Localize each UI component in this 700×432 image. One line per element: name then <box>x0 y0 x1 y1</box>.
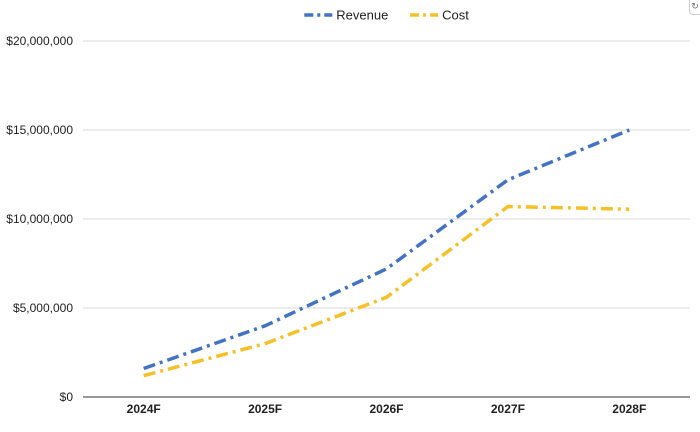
y-tick-label: $10,000,000 <box>6 212 73 226</box>
x-tick-label: 2028F <box>612 402 646 416</box>
series-line-revenue[interactable] <box>144 130 630 369</box>
legend-label: Cost <box>442 8 469 23</box>
x-axis-ticks: 2024F 2025F 2026F 2027F 2028F <box>127 402 647 416</box>
x-tick-label: 2024F <box>127 402 161 416</box>
series-line-cost[interactable] <box>144 207 630 376</box>
grid-layer <box>83 41 690 397</box>
y-tick-label: $15,000,000 <box>6 123 73 137</box>
legend-label: Revenue <box>336 8 388 23</box>
x-tick-label: 2025F <box>248 402 282 416</box>
legend-item-revenue[interactable]: Revenue <box>304 8 388 23</box>
legend[interactable]: Revenue Cost <box>304 8 469 23</box>
y-tick-label: $0 <box>60 390 74 404</box>
legend-item-cost[interactable]: Cost <box>410 8 469 23</box>
refresh-icon[interactable]: ↻ <box>689 0 700 15</box>
y-axis-ticks: $0 $5,000,000 $10,000,000 $15,000,000 $20,00… <box>6 34 73 404</box>
x-tick-label: 2026F <box>369 402 403 416</box>
x-tick-label: 2027F <box>491 402 525 416</box>
y-tick-label: $20,000,000 <box>6 34 73 48</box>
series-layer <box>144 130 630 376</box>
y-tick-label: $5,000,000 <box>13 301 73 315</box>
